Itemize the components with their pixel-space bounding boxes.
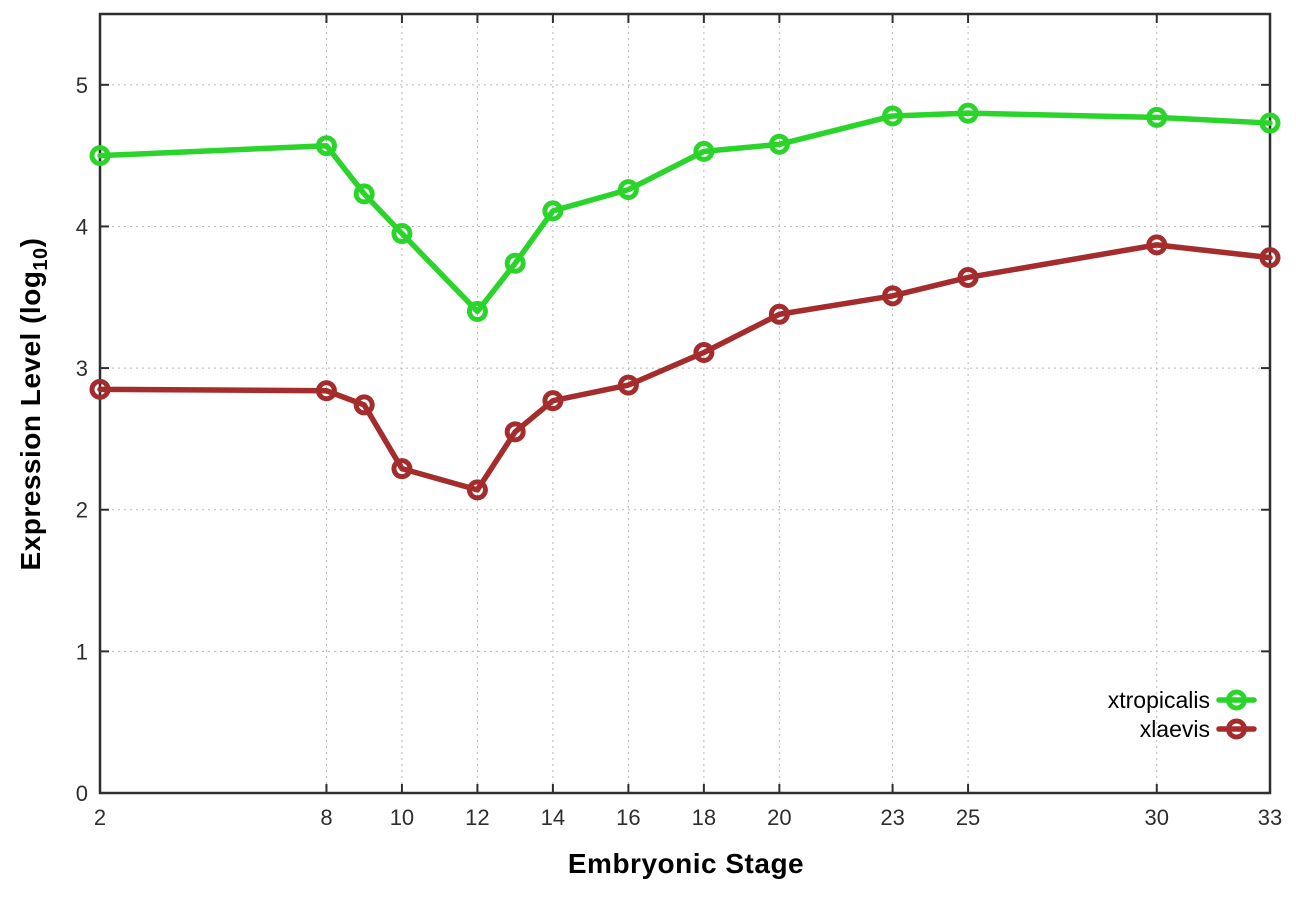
y-tick-label: 5	[76, 73, 88, 98]
x-tick-label: 16	[616, 805, 640, 830]
data-point-xlaevis-9	[353, 394, 375, 416]
data-point-xlaevis-16	[617, 374, 639, 396]
y-axis-title-text: Expression Level (log	[15, 270, 47, 571]
y-tick-label: 3	[76, 356, 88, 381]
data-point-xtropicalis-18	[693, 140, 715, 162]
x-tick-label: 12	[465, 805, 489, 830]
data-point-xlaevis-25	[957, 266, 979, 288]
x-tick-label: 8	[320, 805, 332, 830]
y-tick-label: 0	[76, 781, 88, 806]
x-axis-title: Embryonic Stage	[567, 848, 805, 879]
x-tick-label: 2	[94, 805, 106, 830]
data-point-xtropicalis-33	[1259, 112, 1281, 134]
data-point-xtropicalis-13	[504, 252, 526, 274]
data-point-xlaevis-18	[693, 342, 715, 364]
data-point-xtropicalis-20	[768, 133, 790, 155]
data-point-xlaevis-8	[315, 380, 337, 402]
x-tick-label: 30	[1145, 805, 1169, 830]
x-tick-label: 18	[692, 805, 716, 830]
data-point-xtropicalis-30	[1146, 106, 1168, 128]
series-line-xtropicalis	[97, 110, 1273, 315]
data-point-xlaevis-2	[89, 378, 111, 400]
y-tick-label: 4	[76, 214, 88, 239]
y-tick-label: 2	[76, 498, 88, 523]
data-point-xtropicalis-8	[315, 135, 337, 157]
data-point-xlaevis-10	[391, 458, 413, 480]
data-point-xtropicalis-16	[617, 179, 639, 201]
x-tick-label: 23	[880, 805, 904, 830]
plot-border	[98, 12, 1272, 795]
data-point-xlaevis-14	[542, 390, 564, 412]
data-point-xtropicalis-2	[89, 145, 111, 167]
series-line-xlaevis	[97, 242, 1273, 493]
x-tick-label: 20	[767, 805, 791, 830]
data-point-xtropicalis-9	[353, 183, 375, 205]
legend-marker-xlaevis	[1226, 718, 1247, 740]
x-tick-label: 25	[956, 805, 980, 830]
data-point-xlaevis-33	[1259, 247, 1281, 269]
data-point-xtropicalis-25	[957, 102, 979, 124]
legend-label-xtropicalis: xtropicalis	[1108, 687, 1210, 713]
x-tick-label: 10	[390, 805, 414, 830]
y-axis-title-subscript: 10	[29, 247, 52, 271]
legend-marker-xtropicalis	[1226, 689, 1247, 711]
y-axis-title: Expression Level (log10)	[15, 238, 53, 571]
data-point-xtropicalis-14	[542, 200, 564, 222]
x-tick-label: 14	[541, 805, 565, 830]
data-point-xlaevis-13	[504, 421, 526, 443]
x-tick-label: 33	[1258, 805, 1282, 830]
legend-label-xlaevis: xlaevis	[1140, 716, 1210, 742]
y-axis-title-suffix: )	[15, 237, 47, 248]
data-point-xtropicalis-23	[882, 105, 904, 127]
data-point-xtropicalis-12	[466, 300, 488, 322]
data-point-xlaevis-30	[1146, 234, 1168, 256]
y-tick-label: 1	[76, 639, 88, 664]
data-point-xlaevis-12	[466, 479, 488, 501]
data-point-xlaevis-23	[882, 285, 904, 307]
data-point-xtropicalis-10	[391, 223, 413, 245]
data-point-xlaevis-20	[768, 303, 790, 325]
